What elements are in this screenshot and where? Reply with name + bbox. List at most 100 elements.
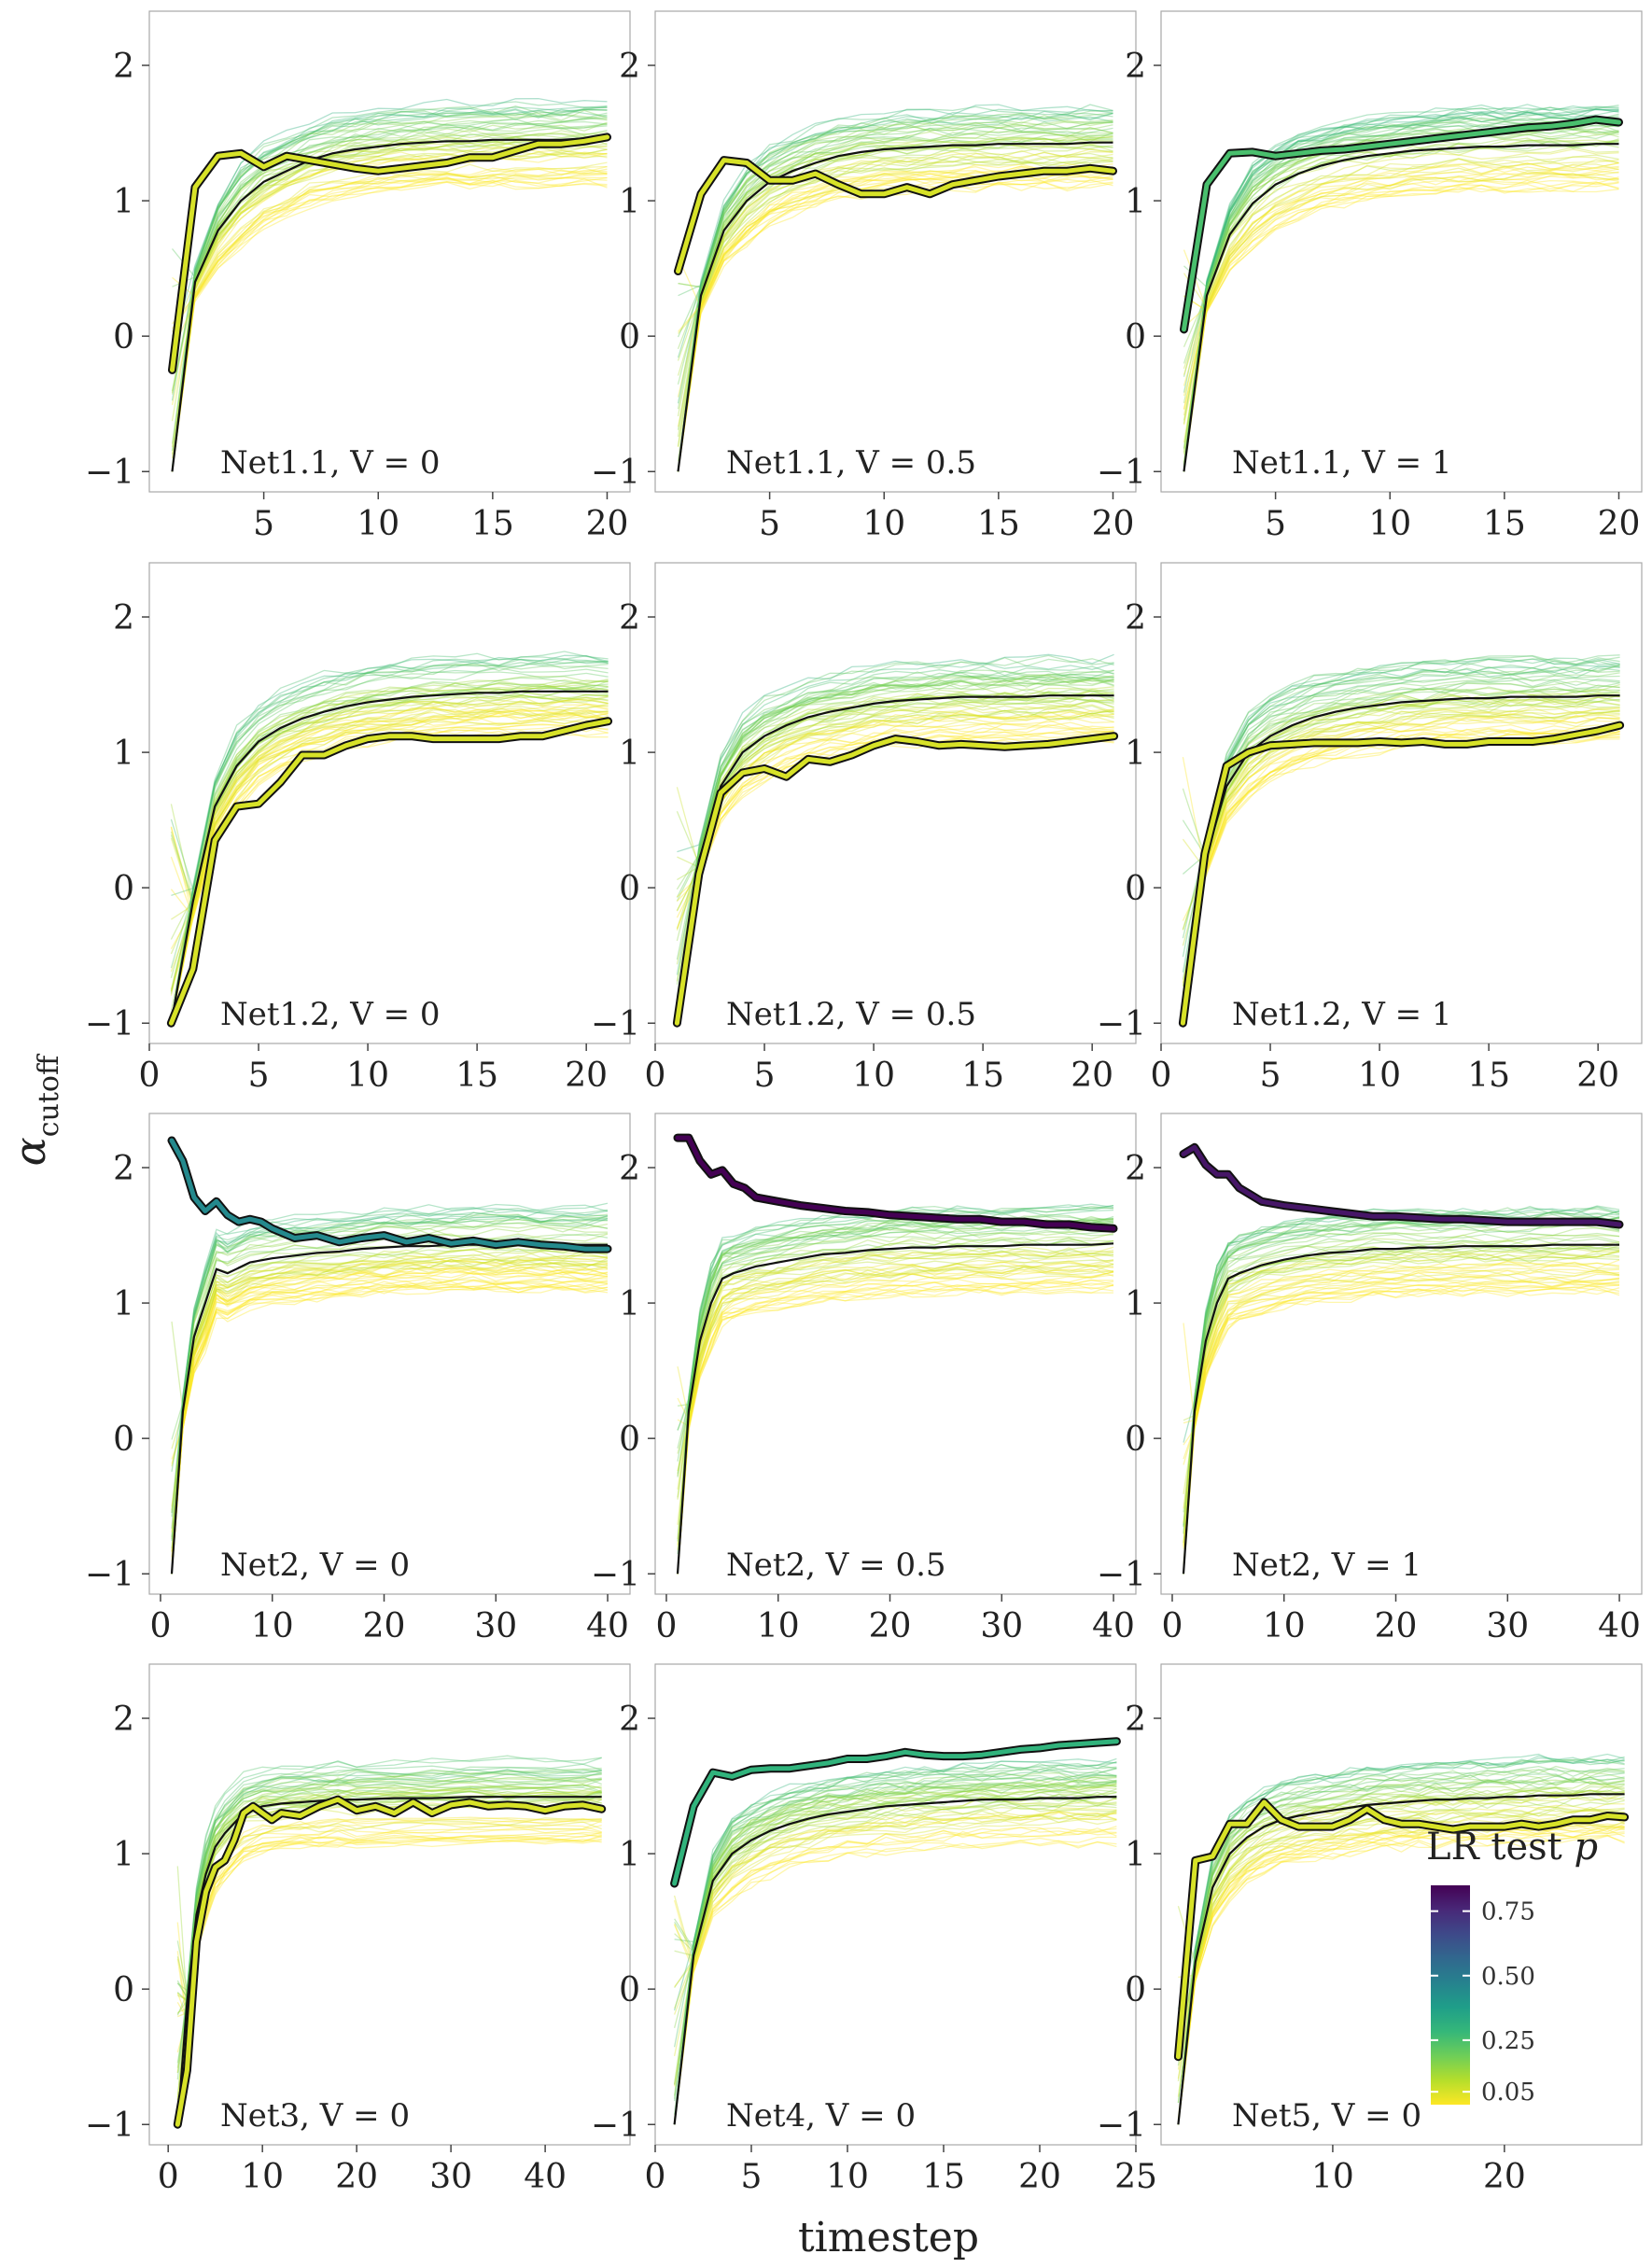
panel-frame xyxy=(1160,1663,1643,2146)
background-run-line xyxy=(171,1254,609,1575)
background-run-line xyxy=(676,697,1114,866)
background-run-line xyxy=(170,712,609,1024)
background-run-line xyxy=(1177,1785,1625,2081)
background-run-line xyxy=(677,173,1113,472)
x-tick-label: 15 xyxy=(471,505,514,543)
y-tick-label: 2 xyxy=(1125,1150,1146,1188)
background-run-line xyxy=(1183,112,1619,472)
background-run-line xyxy=(171,180,608,351)
panel-frame xyxy=(654,1663,1137,2146)
background-run-line xyxy=(171,1285,609,1575)
background-run-line xyxy=(1182,683,1620,931)
background-run-line xyxy=(1183,1286,1620,1523)
background-run-line xyxy=(171,148,608,472)
highlight-line xyxy=(672,1739,1119,1886)
y-tick-label: −1 xyxy=(1097,454,1146,492)
background-run-line xyxy=(176,1831,602,2019)
background-run-line xyxy=(171,106,608,452)
background-run-line xyxy=(1183,162,1619,416)
background-run-line xyxy=(1183,1286,1620,1509)
background-run-line xyxy=(1177,1791,1625,2054)
background-run-line xyxy=(677,1213,1114,1575)
background-run-line xyxy=(677,1274,1114,1428)
background-run-line xyxy=(677,1251,1114,1575)
background-run-line xyxy=(676,679,1114,986)
background-run-line xyxy=(676,697,1114,1024)
highlight-line xyxy=(169,1138,610,1252)
panel-label: Net1.1, V = 1 xyxy=(1232,444,1452,482)
x-tick-label: 20 xyxy=(565,1057,608,1095)
background-run-line xyxy=(176,1790,602,2015)
background-run-line xyxy=(1177,1757,1625,2125)
background-run-line xyxy=(1183,113,1619,472)
background-run-line xyxy=(171,1223,609,1575)
background-run-line xyxy=(171,105,608,472)
background-runs xyxy=(171,1202,609,1575)
background-run-line xyxy=(677,132,1113,469)
reference-line xyxy=(170,690,609,1024)
background-run-line xyxy=(1182,657,1620,958)
x-tick-label: 15 xyxy=(961,1057,1004,1095)
background-run-line xyxy=(677,135,1113,472)
background-run-line xyxy=(171,151,608,472)
panel-label: Net2, V = 0.5 xyxy=(726,1547,946,1584)
background-run-line xyxy=(1182,654,1620,1024)
background-run-line xyxy=(176,1834,602,2125)
background-run-line xyxy=(1183,181,1619,312)
background-run-line xyxy=(676,683,1114,1024)
y-tick-label: 2 xyxy=(619,1701,640,1739)
background-run-line xyxy=(676,669,1114,998)
background-run-line xyxy=(673,1784,1117,2125)
background-run-line xyxy=(1182,716,1620,1024)
background-run-line xyxy=(676,698,1114,1024)
background-run-line xyxy=(678,115,1113,288)
x-tick-label: 20 xyxy=(335,2158,378,2196)
background-run-line xyxy=(171,1265,609,1533)
highlight-line xyxy=(1182,117,1621,332)
background-run-line xyxy=(172,174,608,298)
y-tick-label: 0 xyxy=(619,1971,640,2009)
background-run-line xyxy=(674,1811,1117,1988)
background-run-line xyxy=(171,1278,608,1575)
background-run-line xyxy=(1182,712,1620,1024)
background-run-line xyxy=(1183,142,1619,472)
reference-line xyxy=(676,1242,1114,1575)
background-run-line xyxy=(170,666,609,969)
background-run-line xyxy=(1177,1806,1625,2125)
background-run-line xyxy=(176,1755,602,2125)
background-run-line xyxy=(170,713,609,1024)
x-tick-label: 10 xyxy=(251,1607,294,1645)
reference-line xyxy=(171,137,608,472)
background-run-line xyxy=(676,698,1114,1024)
x-tick-label: 40 xyxy=(1092,1607,1135,1645)
background-run-line xyxy=(673,1809,1117,2125)
x-tick-label: 5 xyxy=(1265,505,1286,543)
background-run-line xyxy=(1183,1282,1620,1446)
background-run-line xyxy=(676,670,1114,960)
background-run-line xyxy=(1182,707,1620,1007)
background-run-line xyxy=(170,702,609,909)
background-run-line xyxy=(673,1819,1117,1967)
background-run-line xyxy=(171,1213,609,1575)
background-run-line xyxy=(677,1288,1113,1575)
background-run-line xyxy=(172,122,608,287)
background-run-line xyxy=(677,151,1113,472)
background-run-line xyxy=(677,1228,1114,1575)
background-run-line xyxy=(170,651,609,1024)
background-run-line xyxy=(1182,664,1620,1024)
background-run-line xyxy=(176,1769,602,2125)
panel-label: Net1.2, V = 0.5 xyxy=(726,996,976,1033)
y-tick-label: −1 xyxy=(85,454,134,492)
background-run-line xyxy=(677,126,1113,472)
background-run-line xyxy=(676,697,1114,1024)
background-run-line xyxy=(677,1204,1114,1575)
background-run-line xyxy=(1183,1268,1620,1494)
background-run-line xyxy=(171,658,609,897)
background-run-line xyxy=(171,1258,609,1575)
background-run-line xyxy=(1183,1273,1620,1575)
panel: −1 0 1 2 10 20 Net5, V = 0 xyxy=(1097,1663,1643,2196)
background-run-line xyxy=(673,1783,1117,2125)
x-tick-label: 10 xyxy=(346,1057,389,1095)
y-tick-label: −1 xyxy=(1097,1556,1146,1594)
x-tick-label: 0 xyxy=(645,2158,666,2196)
